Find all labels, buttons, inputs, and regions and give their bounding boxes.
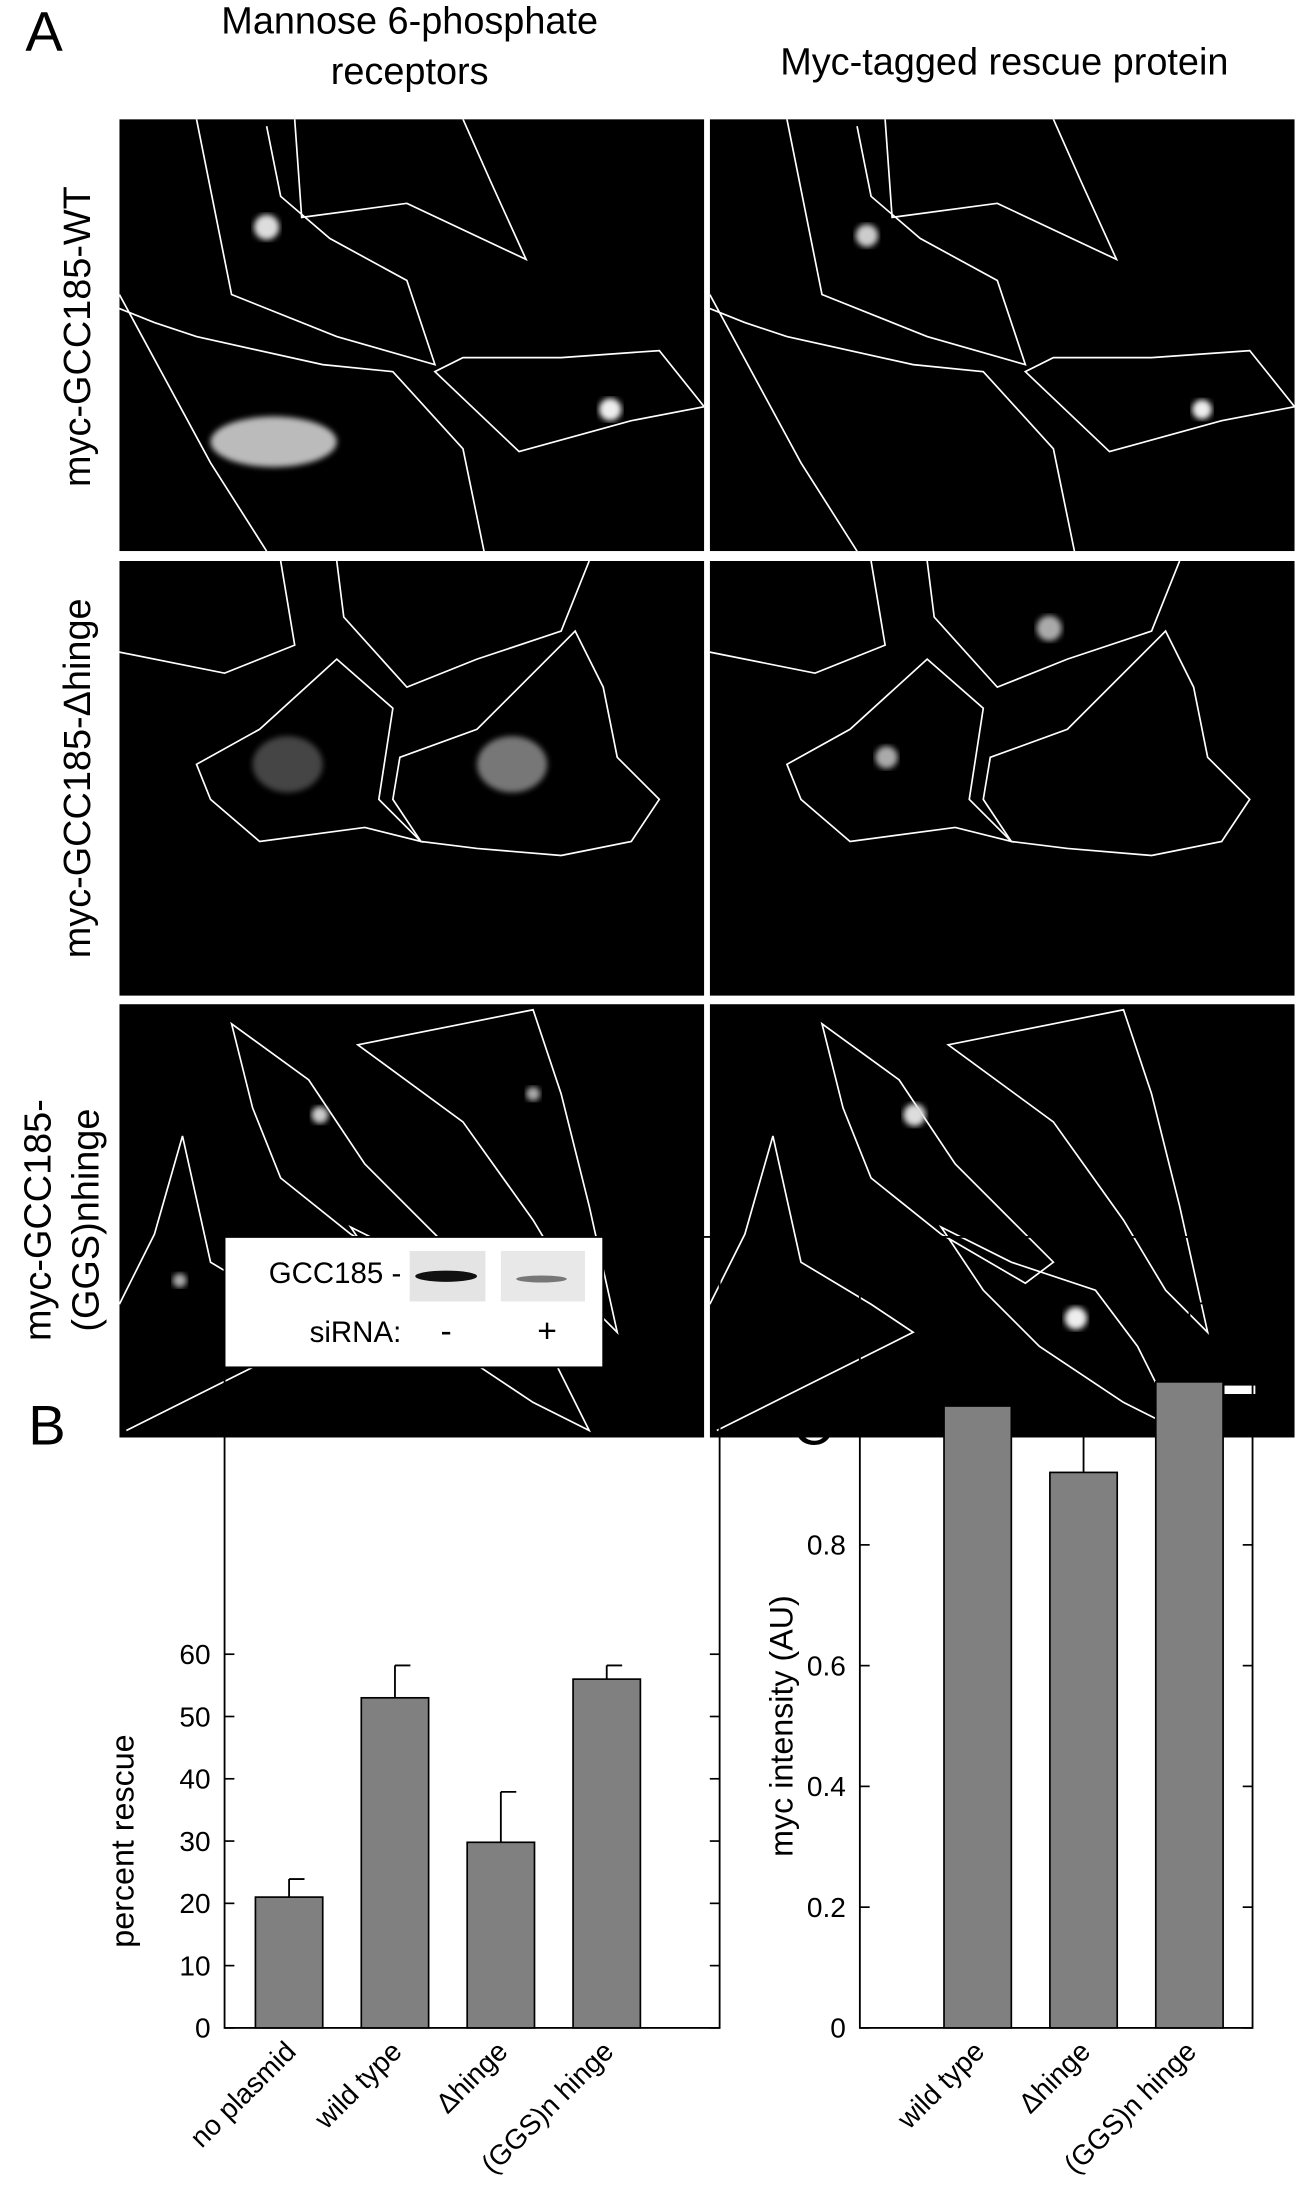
micrograph [709, 1004, 1295, 1438]
x-tick-label: wild type [308, 2035, 408, 2135]
y-tick-label: 0.6 [807, 1650, 846, 1681]
micrograph [709, 119, 1295, 552]
panel-label: C [793, 1393, 834, 1456]
error-bar [605, 1664, 623, 1680]
x-tick-label: no plasmid [184, 2035, 302, 2153]
y-tick-label: 0 [830, 2013, 846, 2044]
inset-lane: - [441, 1313, 452, 1350]
inset-lane: + [537, 1313, 557, 1350]
error-bar [1082, 1393, 1099, 1473]
blot-band [415, 1270, 478, 1282]
error-bar [394, 1664, 411, 1698]
y-tick-label: 0.8 [807, 1530, 846, 1561]
column-title: receptors [331, 51, 489, 93]
y-axis-label: percent rescue [104, 1734, 140, 1947]
x-tick-label: Δhinge [430, 2035, 514, 2119]
y-tick-label: 40 [179, 1764, 210, 1795]
panel-label: A [25, 0, 63, 62]
bar [466, 1841, 536, 2029]
inset-label: GCC185 - [269, 1257, 402, 1290]
y-tick-label: 50 [179, 1701, 210, 1732]
y-tick-label: 0.2 [807, 1892, 846, 1923]
x-tick-label: Δhinge [1013, 2035, 1097, 2119]
y-tick-label: 1.0 [807, 1409, 846, 1440]
column-title: Mannose 6-phosphate [221, 1, 598, 43]
bar [1154, 1381, 1224, 2029]
micrograph [119, 560, 705, 996]
micrograph [709, 560, 1295, 996]
bar [572, 1678, 642, 2029]
micrograph [119, 1004, 705, 1438]
bar [943, 1405, 1013, 2029]
micrograph [119, 119, 705, 552]
bar [1049, 1471, 1119, 2029]
y-axis-label: myc intensity (AU) [764, 1595, 800, 1857]
inset-label: siRNA: [310, 1316, 402, 1349]
bar [254, 1896, 324, 2029]
bar [360, 1696, 430, 2029]
blot-band [516, 1275, 567, 1283]
y-tick-label: 0 [195, 2013, 211, 2044]
y-tick-label: 30 [179, 1826, 210, 1857]
column-title: Myc-tagged rescue protein [780, 41, 1228, 83]
x-tick-label: wild type [891, 2035, 991, 2135]
error-bar [976, 1399, 994, 1406]
row-label: myc-GCC185- [18, 1099, 60, 1341]
panel-label: B [28, 1393, 65, 1456]
inset: GCC185 - siRNA: - + [223, 1236, 605, 1369]
error-bar [1188, 1302, 1205, 1382]
y-tick-label: 60 [179, 1639, 210, 1670]
y-tick-label: 10 [179, 1950, 210, 1981]
row-label: myc-GCC185-WT [57, 186, 99, 487]
y-tick-label: 20 [179, 1888, 210, 1919]
error-bar [499, 1790, 517, 1843]
error-bar [288, 1878, 305, 1898]
row-label: myc-GCC185-Δhinge [57, 598, 99, 958]
y-tick-label: 0.4 [807, 1771, 846, 1802]
row-label: (GGS)nhinge [65, 1109, 107, 1332]
